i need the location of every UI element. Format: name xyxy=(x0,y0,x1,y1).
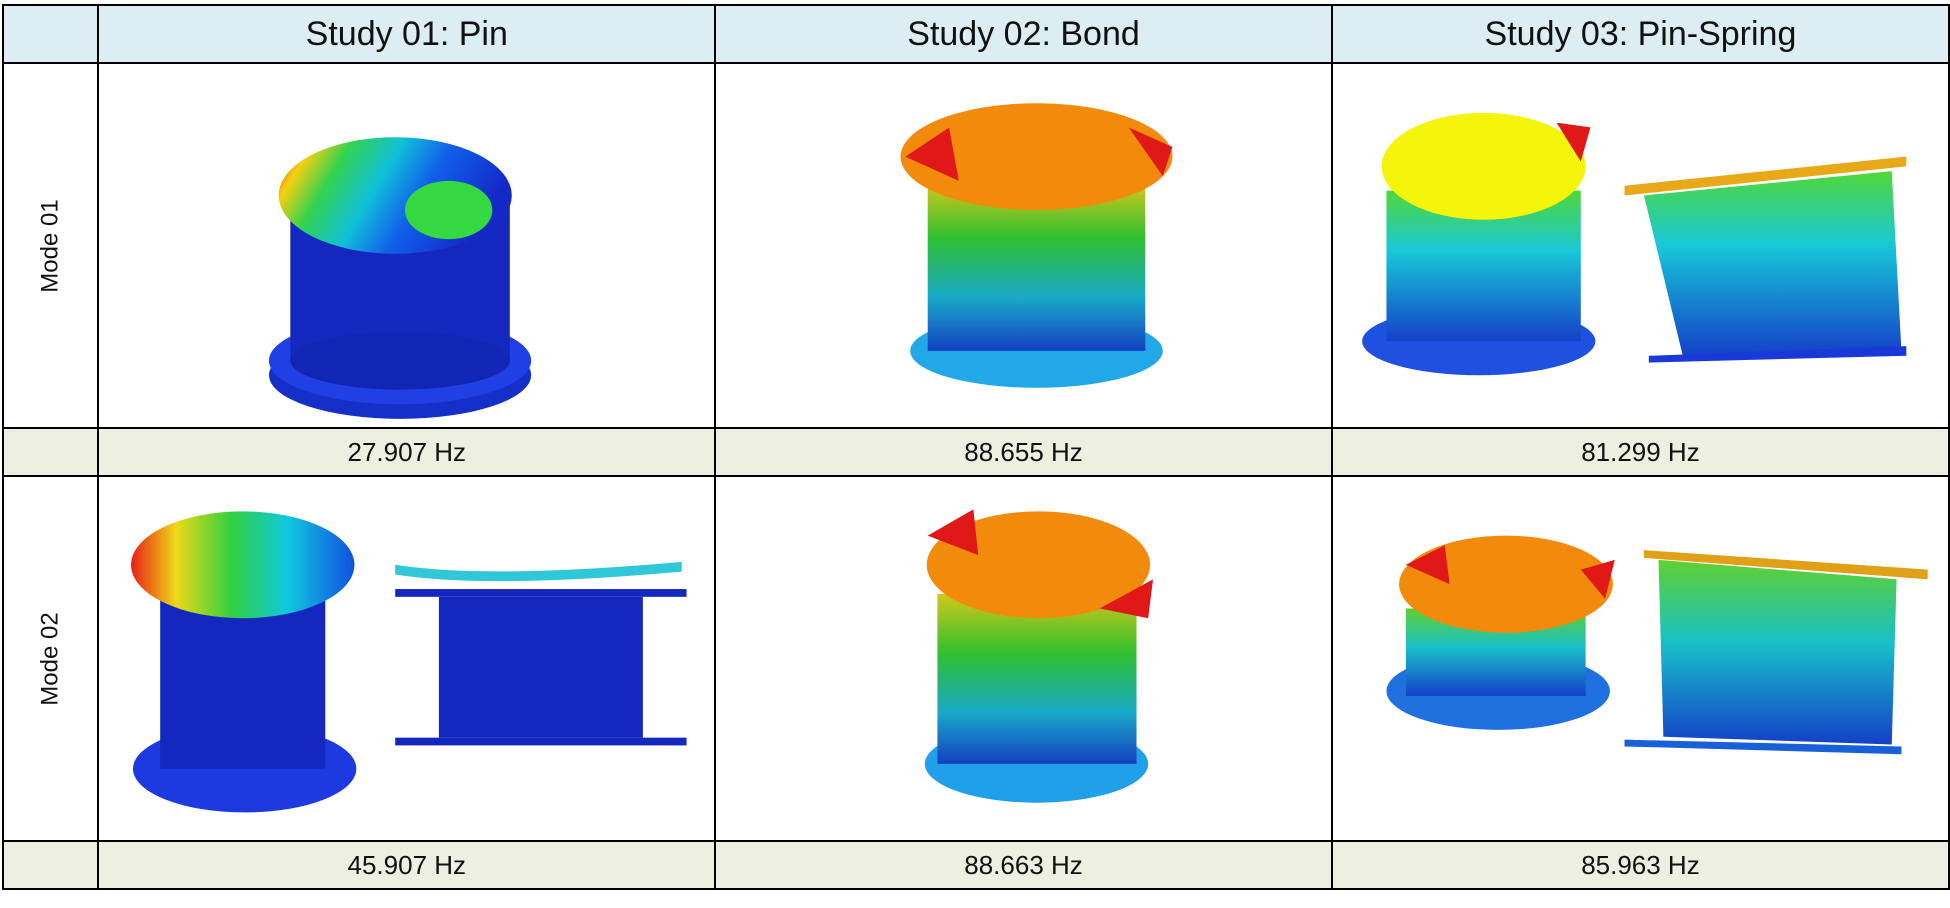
column-header-study-02: Study 02: Bond xyxy=(714,4,1333,64)
frequency-value: 88.655 Hz xyxy=(714,427,1333,477)
mode-01-study-02-image xyxy=(714,62,1333,429)
fea-pin-mode2-render xyxy=(131,511,687,813)
fea-pin-spring-mode1-render xyxy=(1362,112,1907,376)
header-corner-cell xyxy=(1,4,100,64)
row-label-mode-01: Mode 01 xyxy=(1,62,100,429)
frequency-value: 88.663 Hz xyxy=(714,840,1333,890)
frequency-corner-cell xyxy=(1,840,100,890)
fea-pin-spring-mode2-render xyxy=(1386,535,1928,755)
results-table: Study 01: Pin Study 02: Bond Study 03: P… xyxy=(1,4,1950,890)
frequency-value: 85.963 Hz xyxy=(1330,840,1950,890)
column-header-study-03: Study 03: Pin-Spring xyxy=(1330,4,1950,64)
fea-bond-mode1-render xyxy=(900,103,1173,388)
mode-01-frequency-row: 27.907 Hz 88.655 Hz 81.299 Hz xyxy=(1,427,1950,477)
mode-02-image-row: Mode 02 xyxy=(1,475,1950,842)
row-label-mode-02: Mode 02 xyxy=(1,475,100,842)
mode-01-study-01-image xyxy=(97,62,717,429)
mode-01-image-row: Mode 01 xyxy=(1,62,1950,429)
mode-02-frequency-row: 45.907 Hz 88.663 Hz 85.963 Hz xyxy=(1,840,1950,890)
frequency-value: 45.907 Hz xyxy=(97,840,717,890)
column-header-study-01: Study 01: Pin xyxy=(97,4,717,64)
frequency-value: 81.299 Hz xyxy=(1330,427,1950,477)
mode-01-study-03-image xyxy=(1330,62,1950,429)
frequency-value: 27.907 Hz xyxy=(97,427,717,477)
mode-02-study-01-image xyxy=(97,475,717,842)
fea-pin-mode1-render xyxy=(269,137,532,419)
fea-bond-mode2-render xyxy=(924,509,1154,803)
mode-02-study-02-image xyxy=(714,475,1333,842)
header-row: Study 01: Pin Study 02: Bond Study 03: P… xyxy=(1,4,1950,64)
mode-02-study-03-image xyxy=(1330,475,1950,842)
frequency-corner-cell xyxy=(1,427,100,477)
